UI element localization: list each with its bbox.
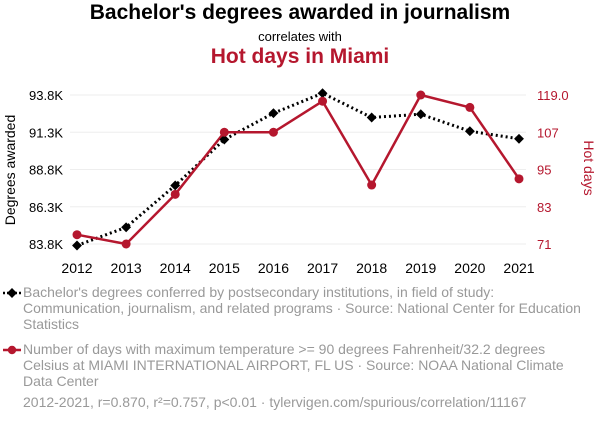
series-degrees-line xyxy=(76,91,520,247)
data-point-degrees xyxy=(219,134,230,145)
legend-marker-hot-days xyxy=(3,345,21,355)
x-tick-label: 2012 xyxy=(61,260,92,276)
data-point-degrees xyxy=(464,126,475,137)
y-right-tick-label: 95 xyxy=(537,163,551,178)
data-point-degrees xyxy=(366,112,377,123)
legend-marker-degrees xyxy=(3,288,21,298)
chart-title-secondary: Hot days in Miami xyxy=(210,45,390,68)
y-right-axis-label: Hot days xyxy=(581,140,597,195)
y-left-tick-label: 93.8K xyxy=(29,88,63,103)
legend-item-hot-days: Number of days with maximum temperature … xyxy=(2,341,582,389)
y-right-tick-label: 119.0 xyxy=(537,88,569,103)
x-tick-label: 2013 xyxy=(111,260,142,276)
footer-citation: 2012-2021, r=0.870, r²=0.757, p<0.01 · t… xyxy=(23,394,527,410)
x-tick-label: 2014 xyxy=(160,260,191,276)
legend-label-degrees: Bachelor's degrees conferred by postseco… xyxy=(23,284,581,332)
x-tick-label: 2016 xyxy=(258,260,289,276)
data-point-hot-days xyxy=(318,96,328,106)
line-chart: 83.8K 71 86.3K 83 88.8K 95 91.3K 107 93.8K 119.0 2… xyxy=(2,88,597,276)
y-left-tick-label: 83.8K xyxy=(29,237,63,252)
y-left-axis-label: Degrees awarded xyxy=(2,115,18,226)
y-right-tick-label: 71 xyxy=(537,237,551,252)
data-point-degrees xyxy=(317,88,328,99)
legend-item-degrees: Bachelor's degrees conferred by postseco… xyxy=(2,284,582,332)
x-tick-label: 2017 xyxy=(307,260,338,276)
chart-subtitle: correlates with xyxy=(258,29,342,44)
data-point-degrees xyxy=(121,222,132,233)
data-point-hot-days xyxy=(72,230,82,240)
data-point-hot-days xyxy=(514,174,524,184)
y-left-tick-label: 91.3K xyxy=(29,125,63,140)
data-point-degrees xyxy=(514,133,524,144)
x-tick-label: 2020 xyxy=(454,260,485,276)
data-point-hot-days xyxy=(416,90,426,100)
data-point-hot-days xyxy=(219,127,229,137)
series-hot-days-line xyxy=(76,93,521,246)
legend-label-hot-days: Number of days with maximum temperature … xyxy=(23,341,564,389)
data-point-hot-days xyxy=(268,127,278,137)
data-point-hot-days xyxy=(367,180,377,190)
y-right-tick-label: 107 xyxy=(537,125,559,140)
data-point-hot-days xyxy=(170,189,180,199)
x-tick-label: 2021 xyxy=(503,260,534,276)
x-tick-label: 2019 xyxy=(405,260,436,276)
x-tick-label: 2015 xyxy=(209,260,240,276)
y-right-tick-label: 83 xyxy=(537,200,551,215)
data-point-hot-days xyxy=(121,239,131,249)
y-left-tick-label: 88.8K xyxy=(29,163,63,178)
data-point-hot-days xyxy=(465,102,475,112)
chart-title: Bachelor's degrees awarded in journalism xyxy=(89,1,511,24)
y-left-tick-label: 86.3K xyxy=(29,200,63,215)
data-point-degrees xyxy=(170,180,181,191)
data-point-degrees xyxy=(415,109,426,120)
x-tick-label: 2018 xyxy=(356,260,387,276)
data-point-degrees xyxy=(72,240,82,251)
